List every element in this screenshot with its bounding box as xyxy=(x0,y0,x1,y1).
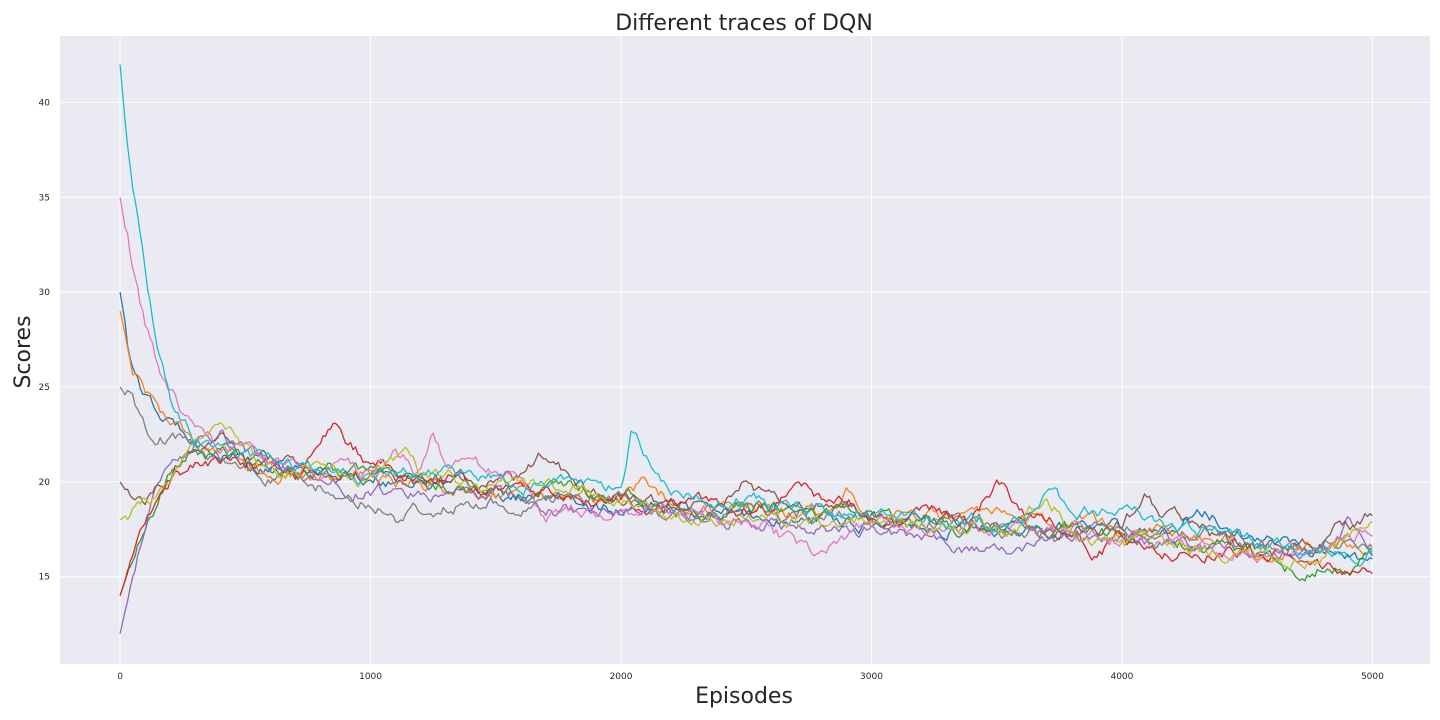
plot-background xyxy=(60,36,1430,664)
series-line-5 xyxy=(119,429,1373,634)
y-tick-label: 15 xyxy=(39,573,50,583)
x-tick-label: 5000 xyxy=(1361,672,1384,682)
y-tick-label: 40 xyxy=(39,98,51,108)
x-tick-label: 0 xyxy=(117,672,123,682)
series-line-2 xyxy=(119,310,1373,563)
series-line-6 xyxy=(119,432,1373,552)
grid xyxy=(60,36,1430,664)
x-tick-label: 4000 xyxy=(1110,672,1133,682)
y-tick-label: 20 xyxy=(39,478,51,488)
x-axis-label: Episodes xyxy=(695,684,793,709)
x-tick-labels: 0 1000 2000 3000 4000 5000 xyxy=(117,672,1384,682)
series-line-10 xyxy=(119,64,1373,567)
x-tick-label: 1000 xyxy=(359,672,382,682)
chart-title: Different traces of DQN xyxy=(615,11,873,36)
y-tick-label: 30 xyxy=(39,288,51,298)
series-group xyxy=(119,64,1373,634)
x-tick-label: 3000 xyxy=(860,672,883,682)
series-line-8 xyxy=(119,386,1373,556)
x-tick-label: 2000 xyxy=(610,672,633,682)
series-line-4 xyxy=(119,422,1373,596)
y-tick-label: 25 xyxy=(39,383,50,393)
y-tick-labels: 15 20 25 30 35 40 xyxy=(39,98,51,582)
y-tick-label: 35 xyxy=(39,193,50,203)
y-axis-label: Scores xyxy=(11,315,36,388)
